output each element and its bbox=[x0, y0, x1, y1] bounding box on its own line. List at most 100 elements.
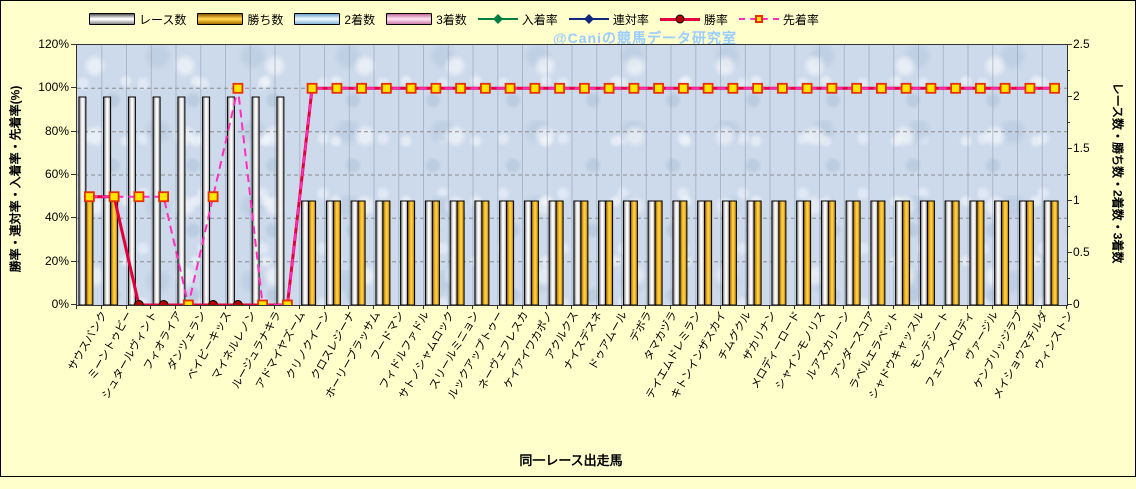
marker-first-ahead-rate bbox=[257, 299, 269, 305]
legend-marker-icon bbox=[675, 14, 685, 24]
legend-item-5: 連対率 bbox=[568, 11, 649, 28]
x-axis-title: 同一レース出走馬 bbox=[519, 453, 623, 468]
legend-line-swatch bbox=[659, 13, 700, 25]
marker-first-ahead-rate bbox=[950, 82, 961, 94]
y-left-tick-label: 60% bbox=[44, 167, 69, 181]
y-right-tick-label: 2.5 bbox=[1073, 37, 1090, 51]
legend-label: 入着率 bbox=[521, 12, 558, 27]
y-right-tick-mark bbox=[1067, 304, 1072, 305]
bar-races bbox=[424, 200, 433, 305]
y-axis-left-title: 勝率・連対率・入着率・先着率(%) bbox=[8, 85, 23, 273]
legend-marker-icon bbox=[583, 14, 594, 24]
marker-first-ahead-rate bbox=[876, 82, 887, 94]
x-tick-mark bbox=[1016, 305, 1018, 309]
bar-races bbox=[523, 200, 532, 305]
y-left-tick-label: 40% bbox=[44, 210, 69, 225]
marker-first-ahead-rate bbox=[727, 82, 739, 94]
bar-wins bbox=[431, 200, 440, 305]
y-right-tick-label: 0 bbox=[1073, 297, 1080, 311]
bar-wins bbox=[1001, 200, 1010, 305]
legend-label: 勝ち数 bbox=[247, 12, 284, 27]
x-tick-mark bbox=[670, 305, 671, 309]
marker-first-ahead-rate bbox=[975, 82, 986, 94]
plot-area bbox=[76, 44, 1068, 306]
bar-wins bbox=[852, 200, 861, 305]
marker-first-ahead-rate bbox=[702, 82, 714, 94]
y-right-tick-mark bbox=[1067, 200, 1072, 201]
bar-races bbox=[325, 200, 334, 305]
bar-races bbox=[870, 200, 879, 305]
legend-item-6: 勝率 bbox=[659, 11, 728, 28]
x-tick-mark bbox=[595, 305, 597, 309]
x-tick-mark bbox=[571, 305, 572, 309]
bar-wins bbox=[85, 200, 94, 305]
marker-first-ahead-rate bbox=[628, 82, 640, 94]
bar-races bbox=[672, 200, 681, 305]
bar-wins bbox=[926, 200, 935, 305]
legend-bar-swatch bbox=[89, 13, 135, 25]
bar-races bbox=[177, 96, 186, 305]
watermark-text: @Caniの競馬データ研究室 bbox=[553, 30, 737, 46]
x-tick-mark bbox=[620, 305, 622, 309]
bar-wins bbox=[357, 200, 366, 305]
y-right-tick-mark bbox=[1067, 122, 1070, 123]
bar-races bbox=[845, 200, 854, 305]
marker-first-ahead-rate bbox=[405, 82, 417, 94]
legend-line-swatch bbox=[477, 13, 518, 25]
marker-first-ahead-rate bbox=[183, 299, 194, 305]
marker-first-ahead-rate bbox=[84, 191, 95, 203]
y-right-tick-mark bbox=[1067, 148, 1072, 149]
legend-line-swatch bbox=[568, 13, 609, 25]
x-tick-mark bbox=[868, 305, 869, 309]
x-tick-mark bbox=[447, 305, 449, 309]
y-left-tick-mark bbox=[71, 174, 76, 175]
marker-first-ahead-rate bbox=[380, 82, 392, 94]
x-tick-mark bbox=[892, 305, 894, 309]
legend-label: 勝率 bbox=[703, 12, 728, 27]
marker-first-ahead-rate bbox=[678, 82, 689, 94]
bar-wins bbox=[753, 200, 762, 305]
bar-wins bbox=[803, 200, 812, 305]
bar-wins bbox=[951, 200, 960, 305]
bar-races bbox=[944, 200, 953, 305]
bar-wins bbox=[654, 200, 663, 305]
marker-first-ahead-rate bbox=[207, 191, 219, 203]
bar-races bbox=[375, 200, 384, 305]
y-right-tick-label: 1.5 bbox=[1073, 141, 1090, 155]
x-tick-mark bbox=[744, 305, 746, 309]
bar-races bbox=[820, 200, 829, 305]
legend-item-1: 勝ち数 bbox=[197, 11, 283, 28]
y-right-tick-mark bbox=[1067, 278, 1070, 279]
bar-races bbox=[647, 200, 656, 305]
bar-wins bbox=[506, 200, 515, 305]
bar-wins bbox=[827, 200, 836, 305]
bar-races bbox=[573, 200, 582, 305]
marker-first-ahead-rate bbox=[108, 191, 120, 203]
y-right-tick-label: 0.5 bbox=[1073, 245, 1090, 259]
bar-wins bbox=[308, 200, 317, 305]
marker-first-ahead-rate bbox=[281, 299, 293, 305]
bar-wins bbox=[332, 200, 341, 305]
marker-first-ahead-rate bbox=[554, 82, 566, 94]
x-tick-mark bbox=[843, 305, 845, 309]
legend-line-swatch bbox=[738, 13, 779, 25]
x-tick-mark bbox=[917, 305, 919, 309]
x-tick-mark bbox=[175, 305, 176, 309]
bar-races bbox=[598, 200, 607, 305]
legend-bar-swatch bbox=[197, 13, 244, 25]
bar-races bbox=[746, 200, 755, 305]
bar-wins bbox=[110, 200, 119, 305]
bar-races bbox=[796, 200, 805, 305]
legend-item-7: 先着率 bbox=[738, 11, 819, 28]
bar-races bbox=[350, 200, 359, 305]
bar-wins bbox=[481, 200, 490, 305]
bar-races bbox=[499, 200, 508, 305]
marker-first-ahead-rate bbox=[479, 82, 491, 94]
bar-races bbox=[251, 96, 260, 305]
marker-first-ahead-rate bbox=[925, 82, 937, 94]
y-left-tick-mark bbox=[71, 87, 76, 89]
x-tick-mark bbox=[942, 305, 944, 309]
marker-first-ahead-rate bbox=[826, 82, 838, 94]
bar-wins bbox=[1050, 200, 1059, 305]
y-left-tick-label: 20% bbox=[44, 253, 69, 268]
